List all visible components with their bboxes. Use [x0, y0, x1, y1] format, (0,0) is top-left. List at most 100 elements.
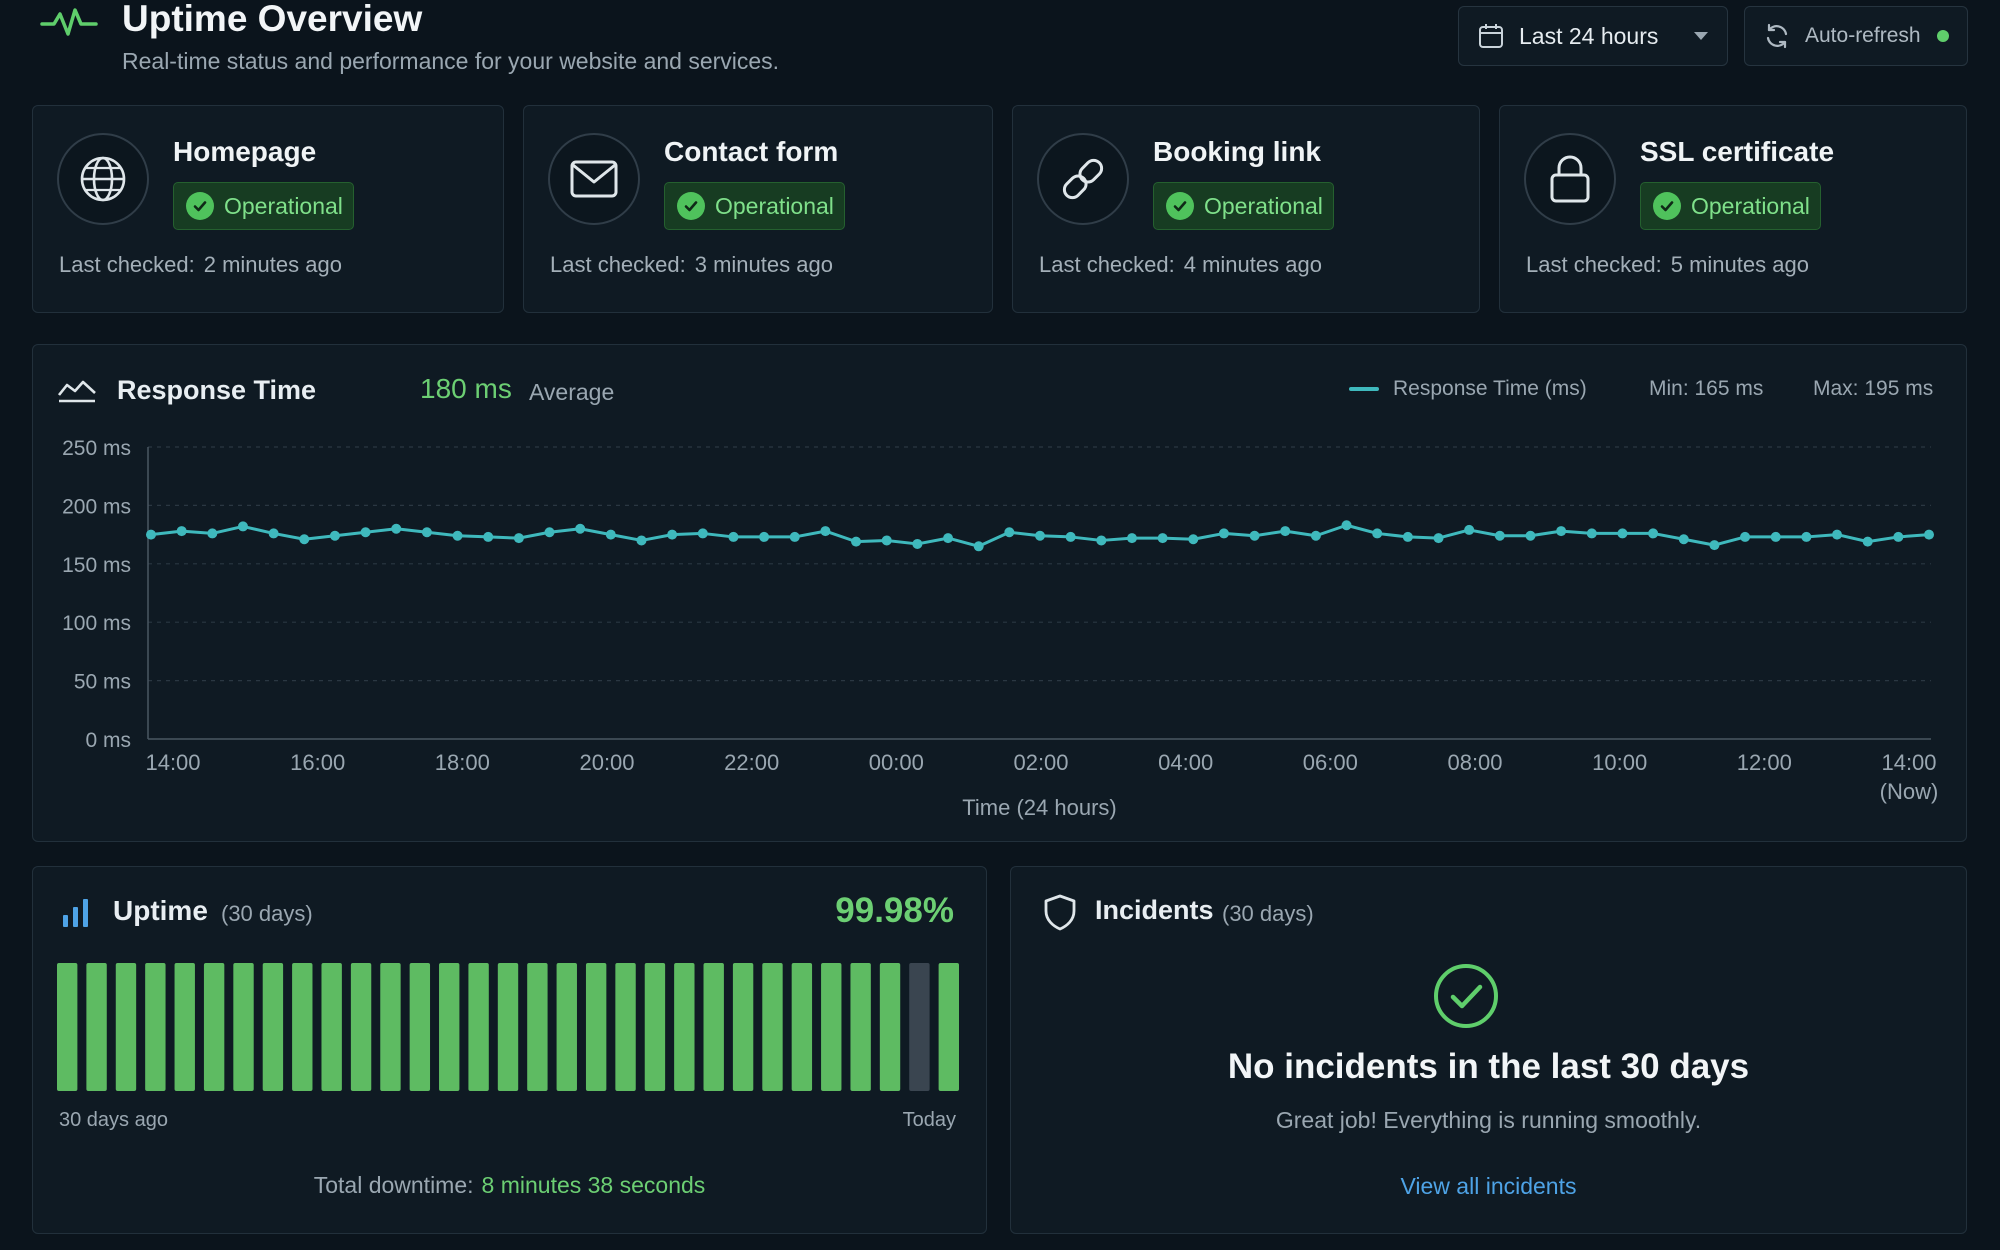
downtime-value: 8 minutes 38 seconds — [481, 1172, 706, 1198]
uptime-day-bar[interactable] — [262, 963, 284, 1091]
uptime-panel: Uptime (30 days) 99.98% 30 days ago Toda… — [32, 866, 987, 1234]
uptime-day-bar[interactable] — [762, 963, 783, 1091]
uptime-day-bar[interactable] — [791, 963, 813, 1091]
link-icon — [1037, 133, 1129, 225]
data-point — [299, 534, 310, 545]
legend-label: Response Time (ms) — [1393, 377, 1587, 400]
uptime-day-bar[interactable] — [556, 963, 577, 1091]
status-badge: Operational — [1640, 182, 1821, 230]
uptime-day-bar[interactable] — [86, 963, 107, 1091]
x-tick-label: 14:00 — [1881, 750, 1936, 775]
status-text: Operational — [224, 192, 343, 219]
data-point — [452, 530, 463, 541]
uptime-day-bar[interactable] — [203, 963, 225, 1091]
data-point — [329, 530, 340, 541]
y-tick-label: 150 ms — [62, 554, 131, 577]
status-badge: Operational — [664, 182, 845, 230]
uptime-day-bar[interactable] — [585, 963, 607, 1091]
uptime-day-bar[interactable] — [233, 963, 254, 1091]
service-card-ssl-certificate[interactable]: SSL certificate Operational Last checked… — [1499, 105, 1967, 313]
uptime-day-bar[interactable] — [380, 963, 401, 1091]
data-point — [1862, 536, 1873, 547]
data-point — [1280, 526, 1291, 537]
last-checked: Last checked: 5 minutes ago — [1526, 252, 1809, 278]
uptime-day-bar[interactable] — [115, 963, 137, 1091]
globe-icon — [57, 133, 149, 225]
data-point — [575, 523, 586, 534]
service-card-booking-link[interactable]: Booking link Operational Last checked: 4 … — [1012, 105, 1480, 313]
uptime-day-bar[interactable] — [350, 963, 372, 1091]
data-point — [1801, 531, 1812, 542]
data-point — [1218, 528, 1229, 539]
uptime-day-bar[interactable] — [409, 963, 431, 1091]
uptime-title: Uptime — [113, 895, 208, 926]
x-tick-label: 12:00 — [1737, 750, 1792, 775]
data-point — [207, 528, 218, 539]
uptime-day-bar[interactable] — [439, 963, 460, 1091]
mail-icon — [548, 133, 640, 225]
data-point — [1402, 531, 1413, 542]
service-card-homepage[interactable]: Homepage Operational Last checked: 2 minu… — [32, 105, 504, 313]
data-point — [728, 531, 739, 542]
view-all-incidents-link[interactable]: View all incidents — [1400, 1173, 1577, 1199]
uptime-day-bar[interactable] — [732, 963, 754, 1091]
check-circle-icon — [1166, 192, 1194, 220]
uptime-day-bar[interactable] — [497, 963, 519, 1091]
uptime-day-bar[interactable] — [527, 963, 548, 1091]
x-tick-label: 14:00 — [145, 750, 200, 775]
uptime-day-bar[interactable] — [615, 963, 636, 1091]
uptime-day-bar[interactable] — [938, 963, 959, 1091]
data-point — [1770, 531, 1781, 542]
uptime-day-bar[interactable] — [644, 963, 666, 1091]
data-point — [1188, 534, 1199, 545]
uptime-day-bar[interactable] — [909, 963, 930, 1091]
page-subtitle: Real-time status and performance for you… — [122, 48, 780, 74]
data-point — [1494, 530, 1505, 541]
auto-refresh-toggle[interactable]: Auto-refresh — [1744, 6, 1968, 66]
x-tick-label: 06:00 — [1303, 750, 1358, 775]
uptime-day-bar[interactable] — [145, 963, 166, 1091]
last-checked-label: Last checked: — [1526, 252, 1662, 277]
data-point — [360, 527, 371, 538]
last-checked-value: 2 minutes ago — [203, 252, 342, 277]
chevron-down-icon — [1694, 32, 1708, 40]
last-checked: Last checked: 4 minutes ago — [1039, 252, 1322, 278]
time-range-dropdown[interactable]: Last 24 hours — [1458, 6, 1728, 66]
x-tick-label: 10:00 — [1592, 750, 1647, 775]
data-point — [1035, 530, 1045, 541]
data-point — [973, 541, 984, 552]
refresh-icon — [1766, 23, 1788, 49]
data-point — [513, 533, 524, 544]
uptime-day-bar[interactable] — [468, 963, 489, 1091]
total-downtime: Total downtime: 8 minutes 38 seconds — [33, 1172, 986, 1199]
status-text: Operational — [715, 192, 834, 219]
time-range-label: Last 24 hours — [1519, 22, 1659, 49]
uptime-day-bar[interactable] — [674, 963, 695, 1091]
uptime-day-bar[interactable] — [821, 963, 842, 1091]
data-point — [1709, 540, 1720, 551]
last-checked-label: Last checked: — [550, 252, 686, 277]
average-label: Average — [529, 379, 615, 405]
uptime-period: (30 days) — [221, 901, 313, 926]
service-name: Booking link — [1153, 136, 1321, 167]
data-point — [820, 526, 831, 537]
uptime-day-bar[interactable] — [850, 963, 871, 1091]
incidents-period: (30 days) — [1222, 901, 1314, 926]
y-tick-label: 250 ms — [62, 437, 131, 460]
data-point — [1249, 530, 1260, 541]
uptime-day-bar[interactable] — [879, 963, 901, 1091]
data-point — [146, 529, 156, 540]
uptime-day-bar[interactable] — [321, 963, 342, 1091]
service-card-contact-form[interactable]: Contact form Operational Last checked: 3 … — [523, 105, 993, 313]
x-tick-label: 16:00 — [290, 750, 345, 775]
uptime-day-bar[interactable] — [292, 963, 313, 1091]
y-tick-label: 50 ms — [74, 671, 131, 694]
x-tick-label: 04:00 — [1158, 750, 1213, 775]
no-incidents-message: Great job! Everything is running smoothl… — [1275, 1107, 1702, 1133]
uptime-day-bar[interactable] — [174, 963, 195, 1091]
data-point — [759, 531, 770, 542]
uptime-day-bar[interactable] — [57, 963, 78, 1091]
auto-refresh-label: Auto-refresh — [1805, 24, 1921, 47]
live-status-dot — [1937, 30, 1949, 42]
uptime-day-bar[interactable] — [703, 963, 724, 1091]
